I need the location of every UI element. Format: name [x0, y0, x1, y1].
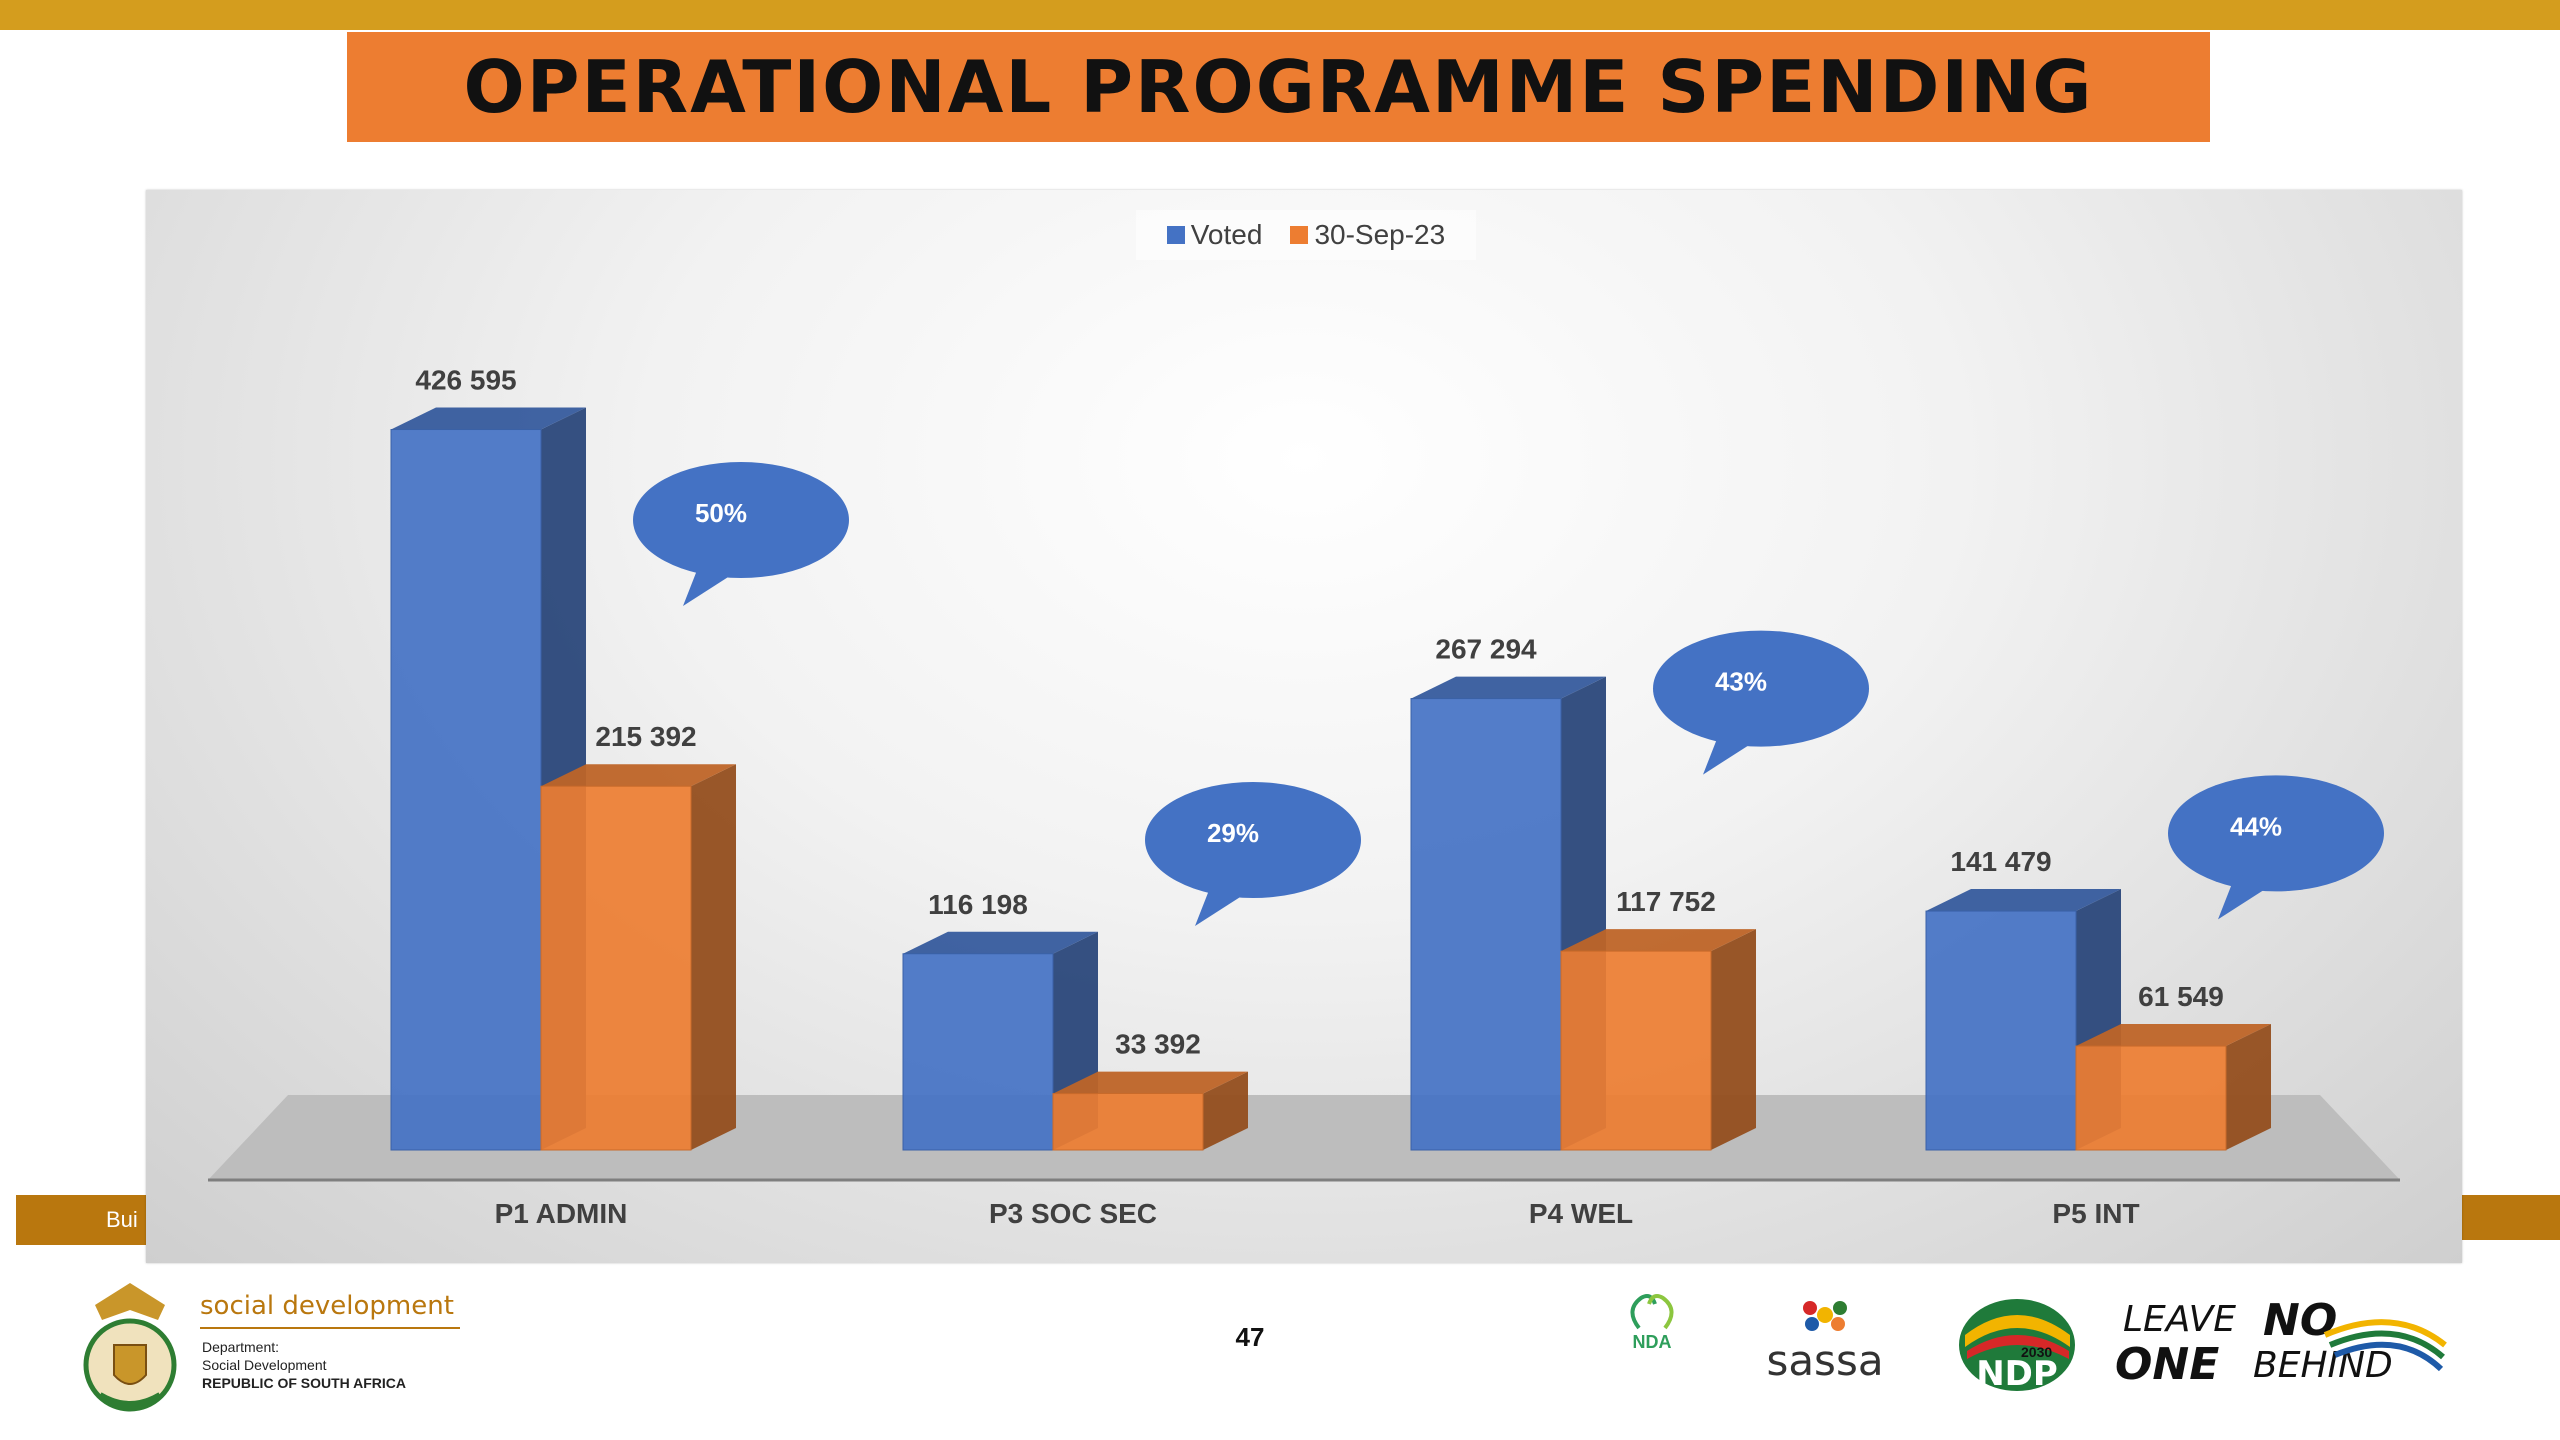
bar-spent-2	[1560, 950, 1712, 1151]
bar-top-0-2	[1411, 676, 1606, 699]
category-label-3: P5 INT	[2052, 1198, 2139, 1229]
department-line-3: REPUBLIC OF SOUTH AFRICA	[202, 1375, 407, 1391]
callout-tail-3	[2218, 873, 2271, 920]
callout-bubble-3	[2168, 775, 2384, 892]
sassa-label: sassa	[1766, 1336, 1884, 1385]
bar-voted-2	[1410, 698, 1562, 1151]
ndp-2030-icon: 2030 NDP	[1959, 1299, 2075, 1394]
bar-voted-1	[902, 953, 1054, 1151]
category-label-0: P1 ADMIN	[495, 1198, 628, 1229]
callout-tail-0	[683, 560, 736, 606]
lnob-behind: BEHIND	[2253, 1345, 2393, 1386]
legend-item-spent: 30-Sep-23	[1290, 219, 1445, 251]
side-band-text: Bui	[106, 1207, 138, 1232]
lnob-one: ONE	[2115, 1339, 2220, 1390]
bar-spent-0	[540, 785, 692, 1151]
callout-tail-1	[1195, 880, 1248, 926]
bar-top-1-3	[2076, 1024, 2271, 1047]
department-title: social development	[200, 1291, 454, 1321]
data-label-voted-0: 426 595	[415, 365, 516, 396]
slide-title: OPERATIONAL PROGRAMME SPENDING	[463, 45, 2094, 129]
lnob-no: NO	[2263, 1295, 2338, 1346]
department-line-1: Department:	[202, 1339, 280, 1355]
lnob-leave: LEAVE	[2123, 1299, 2237, 1340]
legend-swatch-spent	[1290, 226, 1309, 244]
bar-top-1-0	[541, 764, 736, 787]
callout-bubble-0	[633, 462, 849, 578]
bar-spent-3	[2075, 1045, 2227, 1151]
callout-percent-0: 50%	[695, 498, 747, 528]
department-line-2: Social Development	[202, 1357, 327, 1373]
bar-voted-0	[390, 429, 542, 1151]
ndp-logo: 2030 NDP	[1955, 1295, 2080, 1395]
bar-side-1-1	[1203, 1071, 1248, 1150]
category-label-1: P3 SOC SEC	[989, 1198, 1157, 1229]
callout-bubble-2	[1653, 630, 1869, 747]
top-accent-stripe	[0, 0, 2560, 30]
nda-label: NDA	[1632, 1332, 1672, 1352]
category-label-2: P4 WEL	[1529, 1198, 1633, 1229]
bar-top-0-0	[391, 407, 586, 430]
bar-top-1-2	[1561, 929, 1756, 952]
leave-no-one-behind-logo: LEAVE NO ONE BEHIND	[2115, 1295, 2450, 1395]
chart-area: 426 595 215 392 P1 ADMIN 50% 116 198 33 392 P3…	[146, 190, 2462, 1263]
bar-top-0-3	[1926, 889, 2121, 912]
callout-percent-2: 43%	[1715, 667, 1767, 697]
data-label-voted-2: 267 294	[1435, 634, 1537, 665]
chart-floor	[208, 1095, 2400, 1180]
sassa-flower-icon	[1803, 1301, 1847, 1331]
data-label-voted-1: 116 198	[928, 889, 1028, 920]
lnob-swoosh-icon	[2323, 1319, 2447, 1372]
right-side-band	[2455, 1195, 2560, 1240]
chart-legend: Voted 30-Sep-23	[1136, 210, 1476, 260]
ndp-label: NDP	[1976, 1354, 2058, 1394]
bar-top-1-1	[1053, 1071, 1248, 1094]
bar-spent-1	[1052, 1093, 1204, 1151]
data-label-spent-2: 117 752	[1616, 886, 1716, 917]
data-label-spent-3: 61 549	[2138, 981, 2224, 1012]
title-banner: OPERATIONAL PROGRAMME SPENDING	[347, 32, 2210, 142]
data-label-spent-1: 33 392	[1115, 1029, 1201, 1060]
sassa-logo: sassa	[1750, 1290, 1900, 1400]
callout-percent-1: 29%	[1207, 818, 1259, 848]
legend-label-spent: 30-Sep-23	[1314, 219, 1446, 250]
bar-top-0-1	[903, 931, 1098, 954]
department-rule	[200, 1327, 460, 1329]
data-label-spent-0: 215 392	[595, 721, 696, 752]
coat-of-arms-icon	[83, 1283, 177, 1412]
legend-label-voted: Voted	[1190, 219, 1263, 250]
legend-item-voted: Voted	[1166, 219, 1263, 251]
bar-side-1-0	[691, 764, 736, 1150]
bar-voted-3	[1925, 910, 2077, 1151]
nda-logo: NDA	[1617, 1290, 1687, 1390]
ndp-year: 2030	[2021, 1344, 2052, 1360]
callout-percent-3: 44%	[2230, 811, 2282, 841]
data-label-voted-3: 141 479	[1950, 846, 2051, 877]
bar-side-1-2	[1711, 929, 1756, 1150]
nda-swirl-icon	[1630, 1294, 1674, 1330]
legend-swatch-voted	[1166, 226, 1185, 244]
callout-tail-2	[1703, 728, 1756, 775]
page-number: 47	[1235, 1322, 1265, 1352]
bar-chart: 426 595 215 392 P1 ADMIN 50% 116 198 33 392 P3…	[208, 365, 2400, 1229]
callout-bubble-1	[1145, 782, 1361, 898]
social-development-logo: social development Department: Social De…	[70, 1275, 470, 1415]
bar-side-1-3	[2226, 1024, 2271, 1150]
